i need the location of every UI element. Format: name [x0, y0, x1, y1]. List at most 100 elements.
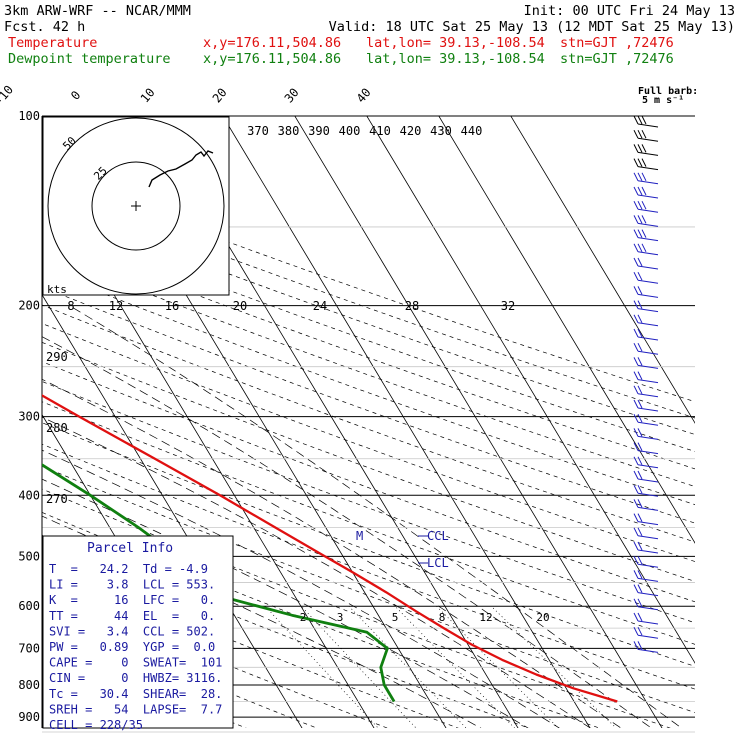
wind-barb-feather	[637, 328, 643, 338]
wind-barb-feather	[633, 229, 639, 238]
wind-barb-feather	[637, 442, 643, 451]
wind-barb-feather	[641, 144, 647, 153]
moist-adiabat-line	[42, 336, 652, 728]
isotherm-line	[294, 116, 663, 728]
wind-barb-feather	[637, 385, 643, 395]
mixing-ratio-line	[301, 605, 417, 728]
hodograph-ring-inner	[91, 161, 181, 251]
wind-barb-feather	[637, 641, 643, 650]
wind-barb	[637, 293, 659, 298]
parcel-info-frame	[42, 535, 234, 729]
wind-barb	[637, 137, 659, 142]
mixing-ratio-label: 12	[479, 611, 492, 624]
wind-barb-feather	[637, 115, 643, 125]
valid-time: Valid: 18 UTC Sat 25 May 13 (12 MDT Sat …	[329, 19, 735, 35]
wind-barb-feather	[633, 286, 639, 295]
isotherm-line	[510, 116, 695, 424]
wind-barb-feather	[637, 300, 643, 309]
isotherm-label: 30	[282, 85, 302, 105]
wind-barb	[637, 535, 659, 540]
wind-barb-feather	[637, 144, 643, 153]
barb-legend-units: 5 m s⁻¹	[642, 95, 684, 106]
wind-barb-feather	[637, 584, 643, 593]
mixing-ratio-label: 5	[392, 611, 399, 624]
wind-barb	[637, 577, 659, 582]
wind-barb	[637, 251, 659, 256]
theta-label: 380	[278, 124, 300, 138]
wind-barb-feather	[633, 342, 639, 352]
wind-barb	[637, 151, 659, 156]
wind-barb-feather	[633, 243, 639, 253]
mixing-ratio-label: 3	[337, 611, 344, 624]
pressure-tick-label: 800	[18, 678, 40, 692]
parcel-info-row: CIN = 0 HWBZ= 3116.	[49, 671, 222, 685]
theta-label: 390	[308, 124, 330, 138]
wind-barb	[637, 634, 659, 639]
mixing-ratio-line	[348, 605, 467, 728]
speed-axis-label: 28	[405, 299, 419, 313]
wind-barb-feather	[637, 598, 643, 608]
theta-side-label: 270	[46, 492, 68, 506]
wind-barb-feather	[637, 215, 643, 224]
wind-barb	[637, 464, 659, 469]
lcl-label: LCL	[427, 556, 449, 570]
parcel-info-row: CELL = 228/35	[49, 718, 143, 732]
theta-label: 400	[339, 124, 361, 138]
wind-barb-feather	[637, 129, 643, 139]
wind-barb	[637, 521, 659, 526]
parcel-info-row: SREH = 54 LAPSE= 7.7	[49, 702, 222, 716]
speed-axis-label: 24	[313, 299, 327, 313]
wind-barb	[637, 208, 659, 213]
theta-label: 410	[369, 124, 391, 138]
wind-barb	[637, 123, 659, 128]
wind-barb-feather	[633, 300, 639, 309]
dewpoint-xy: x,y=176.11,504.86	[203, 51, 341, 67]
wind-barb-feather	[637, 499, 643, 508]
parcel-info-row: T = 24.2 Td = -4.9	[49, 562, 208, 576]
wind-barb-feather	[637, 243, 643, 253]
temperature-profile-line	[42, 394, 618, 703]
wind-barb-feather	[637, 456, 643, 466]
wind-barb-feather	[637, 371, 643, 380]
wind-barb	[637, 350, 659, 355]
wind-barb-feather	[637, 612, 643, 622]
wind-barb	[637, 166, 659, 171]
wind-barb-feather	[637, 527, 643, 537]
wind-barb	[637, 421, 659, 426]
parcel-info-row: SVI = 3.4 CCL = 502.	[49, 624, 215, 638]
parcel-info-row: CAPE = 0 SWEAT= 101	[49, 656, 222, 670]
wind-barbs	[633, 115, 659, 653]
wind-barb-feather	[633, 371, 639, 380]
speed-axis-label: 16	[165, 299, 179, 313]
wind-barb-feather	[641, 215, 647, 224]
wind-barb	[637, 222, 659, 227]
parcel-info-title: Parcel Info	[87, 541, 173, 556]
moist-adiabat-line	[42, 478, 529, 728]
hodograph-trace	[148, 150, 214, 188]
dewpoint-latlon: lat,lon= 39.13,-108.54	[366, 51, 545, 67]
wind-barb-feather	[641, 158, 647, 167]
forecast-hour: Fcst. 42 h	[4, 19, 85, 35]
wind-barb-feather	[641, 243, 647, 253]
dewpoint-profile-line	[42, 463, 396, 703]
parcel-info-row: TT = 44 EL = 0.	[49, 609, 215, 623]
wind-barb-feather	[641, 229, 647, 238]
wind-barb	[637, 435, 659, 440]
wind-barb-feather	[633, 129, 639, 139]
speed-axis-label: 20	[233, 299, 247, 313]
wind-barb-feather	[637, 186, 643, 196]
dry-adiabat-line	[42, 401, 695, 645]
speed-axis-label: 32	[501, 299, 515, 313]
wind-barb-feather	[637, 513, 643, 522]
pressure-tick-label: 700	[18, 641, 40, 655]
wind-barb-feather	[633, 470, 639, 480]
wind-barb-feather	[633, 200, 639, 210]
parcel-info-row: Tc = 30.4 SHEAR= 28.	[49, 687, 222, 701]
wind-barb-feather	[637, 555, 643, 565]
pressure-tick-label: 200	[18, 299, 40, 313]
temperature-legend: Temperature	[8, 35, 97, 51]
wind-barb-feather	[641, 200, 647, 210]
ccl-label: CCL	[427, 529, 449, 543]
dry-adiabat-line	[42, 381, 695, 624]
